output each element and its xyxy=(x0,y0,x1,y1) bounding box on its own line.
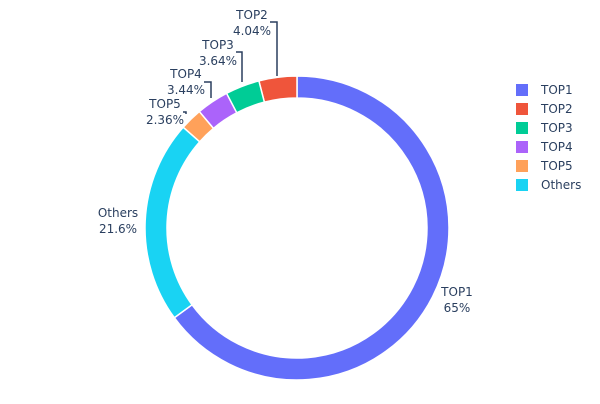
legend-label: TOP4 xyxy=(540,140,573,154)
legend-swatch xyxy=(516,122,528,134)
legend-label: TOP1 xyxy=(540,83,573,97)
slice-top4[interactable] xyxy=(198,92,238,130)
slice-label-name: TOP4 xyxy=(169,67,202,81)
leader-line-top2 xyxy=(270,21,278,76)
slice-label-name: TOP2 xyxy=(235,8,268,22)
legend-swatch xyxy=(516,160,528,172)
leader-line-top3 xyxy=(236,51,243,82)
slice-label-percent: 3.44% xyxy=(167,83,205,97)
legend-swatch xyxy=(516,84,528,96)
slices xyxy=(144,75,450,381)
legend-item-top3[interactable]: TOP3 xyxy=(516,121,573,135)
legend-label: TOP3 xyxy=(540,121,573,135)
slice-labels: TOP1 65% TOP2 4.04%TOP3 3.64%TOP4 3.44%TOP5 2.… xyxy=(98,8,473,315)
legend-item-top4[interactable]: TOP4 xyxy=(516,140,573,154)
legend: TOP1 TOP2 TOP3 TOP4 TOP5 Others xyxy=(516,83,581,192)
legend-swatch xyxy=(516,103,528,115)
leader-line-top4 xyxy=(204,81,212,98)
slice-label-name: TOP1 xyxy=(440,285,473,299)
slice-label-percent: 21.6% xyxy=(99,222,137,236)
leader-line-top5 xyxy=(183,111,187,114)
slice-top1[interactable] xyxy=(173,75,450,381)
slice-top2[interactable] xyxy=(257,75,298,104)
slice-label-name: TOP3 xyxy=(201,38,234,52)
legend-item-top5[interactable]: TOP5 xyxy=(516,159,573,173)
slice-top3[interactable] xyxy=(225,79,266,114)
slice-label-percent: 65% xyxy=(444,301,471,315)
slice-label-name: Others xyxy=(98,206,138,220)
slice-label-name: TOP5 xyxy=(148,97,181,111)
slice-label-percent: 2.36% xyxy=(146,113,184,127)
slice-label-percent: 4.04% xyxy=(233,24,271,38)
legend-item-top1[interactable]: TOP1 xyxy=(516,83,573,97)
slice-others[interactable] xyxy=(144,126,201,319)
legend-item-top2[interactable]: TOP2 xyxy=(516,102,573,116)
legend-label: TOP5 xyxy=(540,159,573,173)
slice-top5[interactable] xyxy=(182,110,215,143)
legend-label: Others xyxy=(541,178,581,192)
slice-label-percent: 3.64% xyxy=(199,54,237,68)
legend-swatch xyxy=(516,179,528,191)
legend-label: TOP2 xyxy=(540,102,573,116)
legend-item-others[interactable]: Others xyxy=(516,178,581,192)
legend-swatch xyxy=(516,141,528,153)
